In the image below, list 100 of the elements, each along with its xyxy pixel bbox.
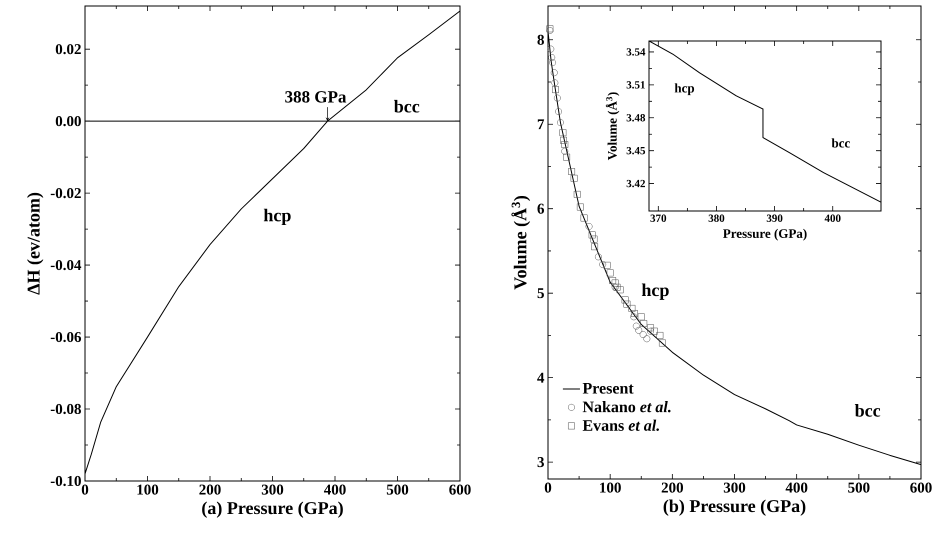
y-axis-title: Volume (Å$^{3}$) (606, 92, 620, 160)
x-tick-label: 100 (137, 484, 158, 495)
point (599, 261, 606, 268)
point (560, 136, 567, 144)
point (546, 27, 554, 34)
x-tick-label: 400 (786, 482, 808, 493)
x-tick-label: 0 (82, 484, 88, 495)
point (551, 79, 558, 86)
y-tick-label: 0.02 (56, 44, 81, 54)
y-tick-label: 6 (537, 204, 544, 214)
legend-label: Evans et al. (582, 420, 659, 431)
point (554, 94, 561, 102)
x-tick-label: 600 (449, 484, 471, 495)
point (576, 204, 584, 210)
point (548, 54, 556, 61)
y-tick-label: -0.02 (50, 188, 81, 198)
y-tick-label: 4 (537, 372, 544, 383)
y-tick-label: 5 (538, 288, 544, 298)
point (552, 86, 559, 94)
point (624, 300, 630, 308)
point (609, 277, 616, 284)
y-tick-label: 3.51 (626, 81, 645, 89)
point (546, 25, 554, 32)
x-tick-label: 200 (662, 482, 684, 493)
point (555, 108, 562, 116)
point (643, 335, 650, 342)
point (568, 168, 576, 175)
point (658, 340, 666, 346)
point (630, 310, 638, 317)
x-tick-label: 400 (324, 484, 346, 495)
point (628, 304, 636, 312)
y-tick-label: 3.42 (626, 180, 645, 188)
y-tick-label: -0.10 (50, 476, 81, 486)
point (604, 262, 611, 269)
point (549, 59, 556, 66)
point (556, 119, 564, 126)
y-tick-label: 3 (538, 457, 544, 468)
point (591, 243, 598, 250)
point (606, 269, 614, 276)
point (561, 141, 568, 148)
x-tick-label: 100 (600, 482, 621, 493)
point (590, 236, 598, 243)
point (559, 129, 566, 136)
point (561, 148, 568, 155)
point (647, 328, 654, 335)
point (640, 331, 647, 338)
point (656, 332, 664, 339)
annotation: bcc (854, 404, 880, 417)
annotation: bcc (394, 100, 420, 113)
x-axis-title: (a) Pressure (GPa) (202, 501, 343, 518)
x-tick-label: 400 (824, 214, 841, 222)
x-tick-label: 390 (766, 214, 782, 222)
point (612, 280, 619, 286)
point (594, 253, 602, 260)
point (586, 222, 592, 230)
x-tick-label: 200 (199, 484, 221, 495)
point (630, 313, 638, 320)
y-tick-label: 3.54 (626, 48, 646, 56)
point (616, 286, 624, 294)
y-tick-label: -0.08 (50, 404, 81, 414)
x-axis-title: Pressure (GPa) (723, 228, 807, 241)
x-tick-label: 600 (910, 482, 932, 493)
y-tick-label: 8 (537, 34, 544, 45)
x-tick-label: 300 (262, 484, 284, 495)
y-tick-label: -0.04 (50, 260, 82, 270)
point (574, 190, 581, 198)
y-tick-label: 7 (538, 119, 544, 130)
point (588, 231, 596, 238)
point (570, 174, 578, 182)
point (612, 284, 619, 291)
point (647, 324, 654, 332)
point (547, 46, 554, 53)
point (614, 284, 620, 291)
x-tick-label: 370 (650, 214, 666, 222)
x-tick-label: 500 (848, 482, 870, 493)
x-tick-label: 0 (544, 482, 552, 493)
annotation: hcp (264, 208, 291, 226)
y-tick-label: 0.00 (56, 116, 81, 126)
x-tick-label: 380 (708, 214, 724, 222)
point (635, 326, 642, 334)
point (563, 154, 570, 161)
legend-label: Nakano et al. (582, 401, 671, 412)
y-axis-title: Volume (Å$^{3}$) (511, 196, 530, 290)
annotation: hcp (642, 284, 669, 300)
annotation: hcp (674, 83, 694, 96)
y-tick-label: -0.06 (50, 332, 82, 342)
x-axis-title: (b) Pressure (GPa) (664, 499, 806, 516)
point (580, 214, 588, 222)
point (550, 69, 558, 76)
annotation: 388 GPa (285, 91, 346, 103)
point (622, 296, 629, 304)
x-tick-label: 300 (724, 482, 746, 493)
y-axis-title: ΔH (ev/atom) (27, 192, 44, 295)
legend-label: Present (582, 383, 634, 394)
point (650, 328, 658, 335)
y-tick-label: 3.48 (626, 114, 646, 122)
annotation: bcc (832, 138, 850, 148)
x-tick-label: 500 (386, 484, 408, 495)
point (638, 313, 645, 320)
y-tick-label: 3.45 (626, 146, 646, 154)
